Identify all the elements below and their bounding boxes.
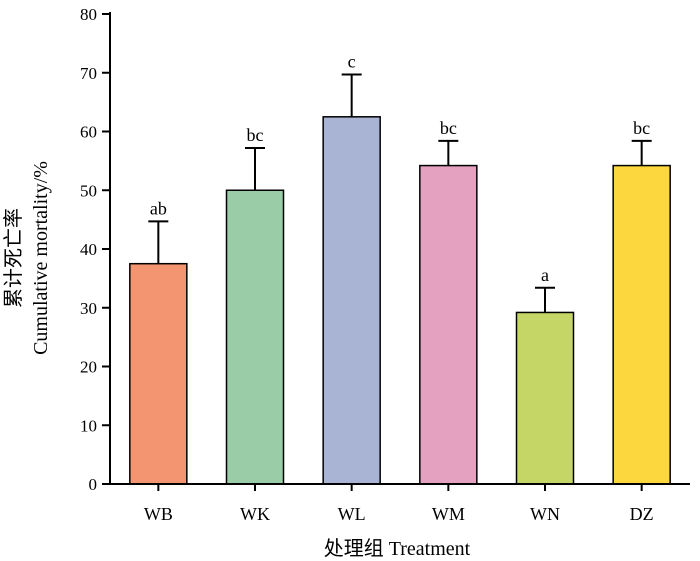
y-axis-title-cn: 累计死亡率: [2, 208, 25, 308]
y-axis: 0 10 20 30 40 50 60 70 80: [80, 5, 111, 494]
x-tick-label: WL: [338, 504, 366, 524]
significance-label: ab: [150, 198, 167, 218]
bar-wb: [129, 262, 188, 485]
y-tick-label: 60: [80, 123, 97, 142]
y-tick-label: 50: [80, 181, 97, 200]
y-tick-label: 10: [80, 416, 97, 435]
y-tick-label: 70: [80, 64, 97, 83]
bar-wk: [225, 189, 285, 485]
x-tick-label: WM: [432, 504, 465, 524]
bars: ab bc c bc a bc: [129, 52, 671, 485]
bar-dz: [612, 164, 671, 485]
bar-wl: [322, 116, 381, 485]
bar-wn: [515, 311, 575, 485]
significance-label: c: [348, 52, 356, 72]
y-tick-label: 0: [89, 475, 98, 494]
significance-label: bc: [247, 125, 264, 145]
x-tick-label: WK: [240, 504, 270, 524]
bar-wm: [419, 164, 478, 485]
y-tick-label: 80: [80, 5, 97, 24]
y-axis-title-en: Cumulative mortality/%: [30, 161, 52, 355]
y-tick-label: 30: [80, 299, 97, 318]
y-tick-label: 40: [80, 240, 97, 259]
significance-label: bc: [440, 118, 457, 138]
significance-label: bc: [633, 118, 650, 138]
x-tick-label: DZ: [630, 504, 654, 524]
x-tick-label: WB: [144, 504, 173, 524]
x-tick-label: WN: [530, 504, 560, 524]
x-axis-title: 处理组 Treatment: [324, 537, 471, 560]
significance-label: a: [541, 265, 549, 285]
y-tick-label: 20: [80, 358, 97, 377]
x-axis: WB WK WL WM WN DZ: [110, 483, 690, 524]
